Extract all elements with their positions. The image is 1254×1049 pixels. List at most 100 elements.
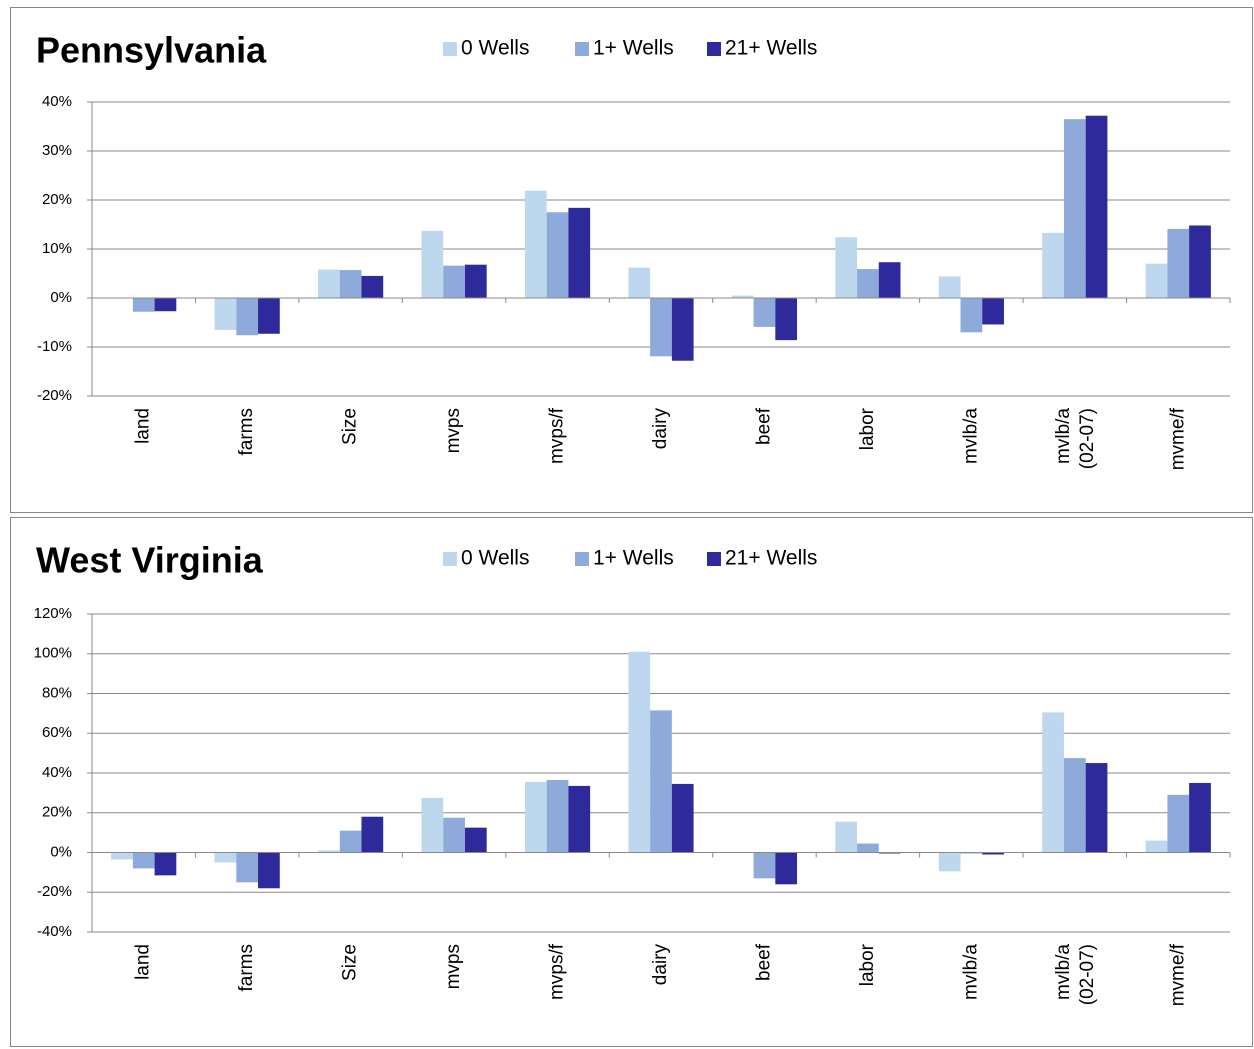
y-tick-label: -20% — [37, 387, 72, 404]
x-tick-label: land — [133, 944, 154, 980]
legend-label: 1+ Wells — [593, 37, 674, 60]
y-tick-label: 120% — [34, 605, 72, 622]
bar — [524, 781, 547, 853]
bar — [960, 298, 983, 333]
x-tick-label: mvlb/a (02-07) — [1053, 408, 1098, 470]
bar — [857, 843, 879, 853]
legend-label: 1+ Wells — [593, 547, 674, 570]
x-tick-label: Size — [340, 408, 361, 445]
bar — [318, 269, 340, 298]
bar — [878, 262, 901, 298]
bar — [546, 779, 569, 853]
bar — [1167, 228, 1190, 298]
x-tick-label: dairy — [650, 408, 671, 450]
x-tick-label: mvme/f — [1167, 943, 1188, 1006]
x-tick-label: mvps/f — [547, 943, 568, 1000]
bar — [1085, 115, 1108, 298]
bar — [236, 852, 259, 883]
bar — [258, 852, 280, 889]
x-tick-label: labor — [857, 407, 878, 450]
bar — [1145, 840, 1168, 853]
bar — [443, 265, 465, 298]
y-tick-label: 20% — [42, 804, 72, 821]
bar — [731, 295, 754, 298]
bar — [1042, 712, 1064, 853]
legend-swatch — [575, 42, 589, 56]
chart-title: Pennsylvania — [36, 30, 267, 71]
x-tick-label: farms — [236, 408, 257, 456]
legend-swatch — [443, 552, 457, 566]
y-tick-label: 20% — [42, 191, 72, 208]
bar — [628, 267, 651, 298]
bar — [111, 852, 133, 860]
bar — [671, 783, 694, 853]
x-tick-label: mvme/f — [1167, 407, 1188, 470]
bar — [1189, 782, 1211, 853]
bar — [1085, 763, 1108, 853]
legend-label: 0 Wells — [461, 547, 529, 570]
bar — [753, 298, 776, 327]
bar — [318, 850, 340, 853]
bar — [1189, 225, 1211, 298]
x-tick-label: mvlb/a — [960, 944, 981, 1000]
bar — [753, 852, 776, 879]
x-tick-label: beef — [753, 943, 774, 981]
y-tick-label: -20% — [37, 883, 72, 900]
bar — [938, 852, 961, 872]
x-tick-label: mvps/f — [547, 407, 568, 464]
y-tick-label: 0% — [50, 843, 72, 860]
y-tick-label: 40% — [42, 93, 72, 110]
legend-swatch — [707, 552, 721, 566]
y-tick-label: 40% — [42, 764, 72, 781]
bar — [524, 190, 547, 298]
bar — [982, 298, 1004, 325]
y-tick-label: 60% — [42, 724, 72, 741]
x-tick-label: mvps — [443, 944, 464, 989]
bar — [258, 298, 280, 334]
bar — [214, 852, 237, 863]
bar — [546, 212, 569, 298]
bar — [650, 298, 672, 357]
x-tick-label: mvps — [443, 408, 464, 453]
bar — [361, 275, 384, 298]
y-tick-label: 30% — [42, 142, 72, 159]
bar — [361, 816, 384, 853]
y-tick-label: 100% — [34, 645, 72, 662]
bar — [1063, 758, 1086, 853]
x-tick-label: beef — [753, 407, 774, 445]
bar — [421, 230, 444, 298]
bar — [339, 270, 362, 298]
bar — [132, 298, 155, 312]
x-tick-label: mvlb/a — [960, 408, 981, 464]
bar — [775, 852, 798, 885]
panel-border — [10, 517, 1253, 1047]
bar — [650, 710, 672, 853]
legend-label: 21+ Wells — [725, 37, 817, 60]
bar — [938, 276, 961, 298]
bar — [443, 817, 465, 853]
bar — [628, 651, 651, 853]
bar — [339, 830, 362, 853]
bar — [154, 852, 177, 876]
legend-swatch — [707, 42, 721, 56]
x-tick-label: labor — [857, 943, 878, 986]
panel-border — [10, 7, 1253, 513]
bar — [671, 298, 694, 361]
x-tick-label: Size — [340, 944, 361, 981]
legend-swatch — [443, 42, 457, 56]
chart-title: West Virginia — [36, 540, 264, 581]
bar — [1042, 232, 1064, 298]
x-tick-label: dairy — [650, 944, 671, 986]
bar — [1167, 794, 1190, 853]
bar — [421, 797, 444, 853]
bar — [464, 264, 487, 298]
bar — [236, 298, 259, 336]
legend-swatch — [575, 552, 589, 566]
bar — [835, 821, 858, 853]
bar — [214, 298, 237, 330]
bar — [775, 298, 798, 341]
bar — [835, 237, 858, 298]
bar — [982, 852, 1004, 855]
bar — [132, 852, 155, 869]
